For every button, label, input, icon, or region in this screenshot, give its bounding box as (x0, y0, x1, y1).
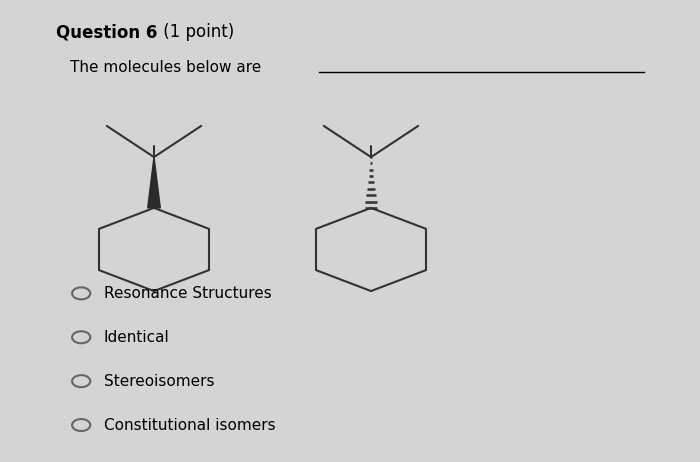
Text: Question 6: Question 6 (56, 23, 158, 41)
Text: Resonance Structures: Resonance Structures (104, 286, 272, 301)
Text: Constitutional isomers: Constitutional isomers (104, 418, 275, 432)
Text: Stereoisomers: Stereoisomers (104, 374, 214, 389)
Text: The molecules below are: The molecules below are (70, 60, 261, 75)
Text: Identical: Identical (104, 330, 169, 345)
Text: (1 point): (1 point) (158, 23, 234, 41)
Polygon shape (148, 157, 160, 208)
